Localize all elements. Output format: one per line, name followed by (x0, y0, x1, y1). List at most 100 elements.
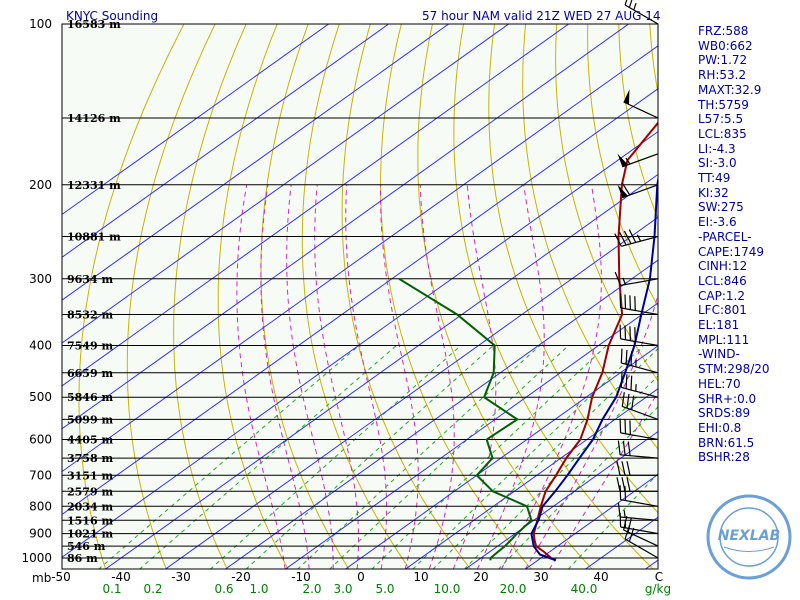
mixing-ratio-line (432, 348, 658, 569)
moist-adiabat (500, 184, 602, 569)
pressure-tick-label: 400 (29, 339, 52, 353)
wind-barb-full (630, 351, 633, 366)
index-item: -PARCEL- (698, 229, 752, 244)
wind-barb (617, 153, 659, 168)
wind-barb-full (624, 294, 627, 309)
wind-barb-full (620, 348, 623, 364)
dry-adiabat (453, 24, 654, 569)
wind-barb-full (619, 232, 627, 246)
wind-barb-staff (622, 184, 659, 199)
wind-barb-full (614, 233, 622, 247)
index-item: PW:1.72 (698, 53, 748, 68)
pressure-tick-label: 100 (29, 17, 52, 31)
dry-adiabat (217, 24, 289, 569)
wind-barb-full (624, 486, 627, 501)
index-item: EL:181 (698, 318, 740, 333)
isotherm (62, 24, 510, 344)
wind-barb-staff (623, 101, 659, 119)
mixing-ratio-line (209, 345, 462, 569)
nexlab-logo: NEXLAB (706, 494, 792, 580)
temperature-unit-label: C (655, 570, 663, 584)
sounding-indices: FRZ:588 WB0:662 PW:1.72 RH:53.2 MAXT:32.9 TH:… (698, 24, 770, 465)
pressure-unit-label: mb (32, 571, 51, 585)
temperature-tick-label: -40 (111, 570, 131, 584)
mixing-ratio-unit-label: g/kg (645, 582, 671, 596)
height-label: 5099 m (67, 413, 113, 426)
height-label: 546 m (67, 540, 106, 553)
wind-barb (621, 392, 659, 420)
height-label: 10881 m (67, 231, 121, 244)
wind-barb-staff (620, 526, 659, 535)
pressure-tick-label: 300 (29, 272, 52, 286)
plot-frame (61, 23, 659, 570)
index-item: -WIND- (698, 347, 740, 362)
wind-barb (620, 373, 659, 398)
height-label: 2034 m (67, 500, 113, 513)
moist-adiabat (380, 184, 419, 569)
wind-barb-flag (623, 89, 630, 105)
index-item: EI:-3.6 (698, 215, 737, 230)
wind-barb-full (627, 441, 631, 456)
dry-adiabat (417, 24, 593, 569)
index-item: BSHR:28 (698, 450, 750, 465)
wind-barb-half (633, 3, 637, 11)
mixing-ratio-line (98, 345, 360, 569)
isotherm (284, 302, 658, 569)
height-label: 8532 m (67, 309, 113, 322)
mixing-ratio-line (245, 345, 494, 569)
wind-barb-full (626, 477, 631, 492)
isotherm (62, 45, 658, 473)
isotherm (464, 430, 658, 569)
wind-barb-staff (621, 362, 659, 374)
pressure-tick-label: 900 (29, 527, 52, 541)
height-label: 16583 m (67, 18, 121, 31)
wind-barb-staff (620, 307, 659, 316)
isotherm (62, 88, 658, 516)
wind-barb-full (621, 182, 631, 196)
dry-adiabat (555, 24, 658, 382)
plot-background (62, 24, 658, 569)
index-item: RH:53.2 (698, 68, 747, 83)
index-item: MPL:111 (698, 332, 750, 347)
pressure-tick-label: 800 (29, 499, 52, 513)
height-label: 1516 m (67, 514, 113, 527)
wind-barb-full (622, 440, 626, 456)
wind-barb (614, 229, 659, 247)
mixing-ratio-tick-label: 2.0 (302, 582, 321, 596)
temperature-tick-label: -10 (291, 570, 311, 584)
isotherm (62, 24, 570, 387)
pressure-tick-label: 200 (29, 178, 52, 192)
model-run-title: 57 hour NAM valid 21Z WED 27 AUG 14 (422, 9, 661, 23)
wind-barb-staff (620, 338, 659, 347)
wind-barb (619, 324, 659, 347)
dry-adiabat (522, 24, 658, 450)
pressure-tick-label: 1000 (21, 551, 52, 565)
wind-barb-flag (617, 153, 628, 167)
dry-adiabat (772, 12, 800, 569)
index-item: LI:-4.3 (698, 141, 736, 156)
wind-barb-full (629, 326, 631, 341)
wind-barb (619, 293, 659, 316)
height-label: 2579 m (67, 485, 113, 498)
index-item: SRDS:89 (698, 406, 751, 421)
moist-adiabat (314, 184, 359, 569)
dry-adiabat (587, 24, 658, 308)
index-item: FRZ:588 (698, 24, 749, 38)
wind-barb (617, 440, 659, 459)
mixing-ratio-tick-label: 40.0 (571, 582, 598, 596)
moist-adiabat (236, 184, 286, 569)
index-item: L57:5.5 (698, 112, 744, 127)
temperature-tick-label: 30 (533, 570, 548, 584)
mixing-ratio-tick-label: 10.0 (434, 582, 461, 596)
wind-barb (623, 89, 659, 119)
index-item: SI:-3.0 (698, 156, 737, 171)
wind-barb-staff (620, 499, 659, 507)
wind-barb (620, 348, 659, 374)
index-item: SW:275 (698, 200, 744, 215)
wind-barb-full (628, 527, 635, 542)
isotherm (62, 24, 390, 258)
index-item: EHI:0.8 (698, 420, 742, 435)
isotherm (104, 173, 658, 569)
wind-barb-staff (623, 529, 659, 547)
height-label: 7549 m (67, 340, 113, 353)
